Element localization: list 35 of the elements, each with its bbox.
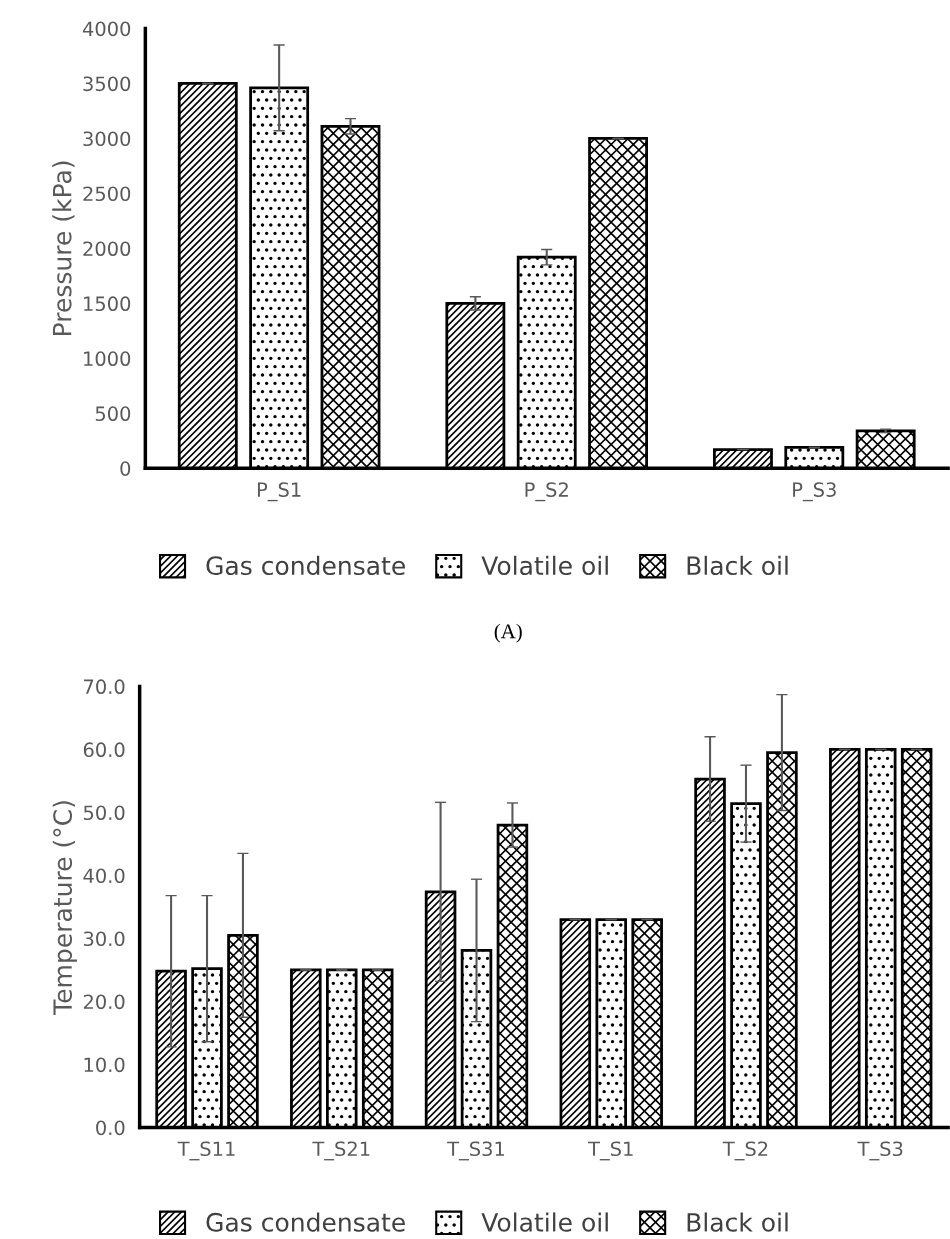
y-tick-label: 60.0: [83, 742, 125, 758]
legend-label: Gas condensate: [206, 1212, 405, 1232]
y-tick-label: 30.0: [83, 931, 125, 947]
y-tick-label: 2000: [83, 241, 131, 257]
y-tick-label: 10.0: [84, 1057, 125, 1073]
y-tick-label: 70.0: [84, 679, 125, 695]
y-tick-label: 1500: [84, 296, 131, 312]
y-tick-label: 0.0: [96, 1120, 125, 1136]
y-tick-label: 20.0: [83, 994, 125, 1010]
text: (A): [494, 623, 522, 643]
y-tick-label: 2500: [83, 186, 131, 202]
x-tick-label: P_S2: [525, 482, 568, 502]
x-tick-label: T_S2: [722, 1141, 768, 1161]
y-tick-label: 1000: [84, 351, 131, 367]
legend-label: Black oil: [687, 1212, 788, 1232]
y-axis-title: Temperature (°C): [52, 801, 77, 1015]
y-axis-title: Pressure (kPa): [52, 161, 75, 335]
legend-label: Gas condensate: [206, 555, 405, 576]
y-tick-label: 40.0: [83, 868, 125, 884]
y-tick-label: 0: [120, 461, 131, 477]
y-tick-label: 500: [95, 406, 131, 422]
x-tick-label: P_S1: [257, 482, 301, 502]
y-tick-label: 3000: [83, 131, 131, 147]
legend-label: Volatile oil: [481, 555, 608, 576]
x-tick-label: T_S1: [588, 1141, 633, 1161]
legend-label: Black oil: [687, 555, 788, 576]
x-tick-label: P_S3: [793, 482, 836, 502]
y-tick-label: 3500: [83, 76, 131, 92]
x-tick-label: T_S31: [447, 1141, 505, 1161]
y-tick-label: 4000: [82, 21, 131, 37]
x-tick-label: T_S3: [857, 1141, 903, 1161]
x-tick-label: T_S11: [177, 1141, 235, 1161]
x-tick-label: T_S21: [312, 1141, 370, 1161]
y-tick-label: 50.0: [83, 805, 125, 821]
legend-label: Volatile oil: [481, 1212, 608, 1232]
